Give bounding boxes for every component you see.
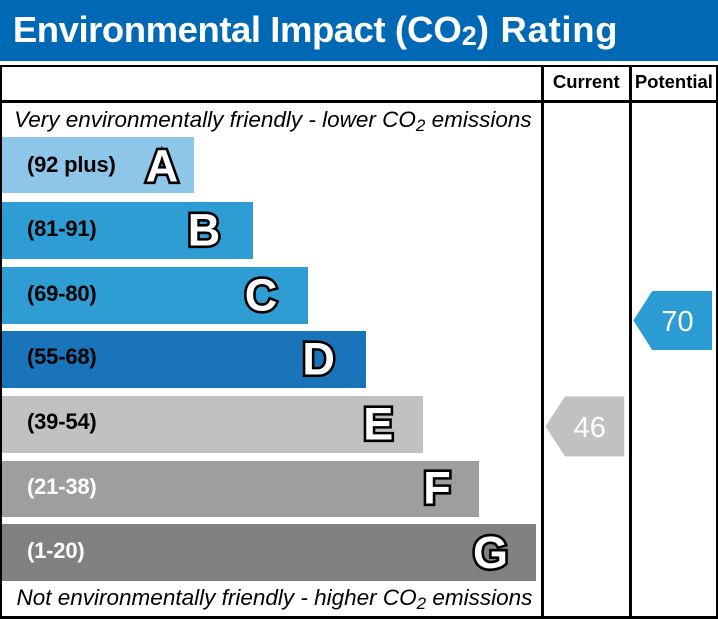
svg-text:70: 70 xyxy=(661,306,693,338)
svg-text:G: G xyxy=(473,527,508,578)
svg-text:D: D xyxy=(302,334,335,385)
svg-text:46: 46 xyxy=(574,412,606,444)
svg-text:B: B xyxy=(188,204,221,255)
svg-text:E: E xyxy=(363,398,393,449)
svg-text:A: A xyxy=(146,141,179,192)
svg-text:F: F xyxy=(423,463,451,514)
svg-text:C: C xyxy=(245,269,278,320)
